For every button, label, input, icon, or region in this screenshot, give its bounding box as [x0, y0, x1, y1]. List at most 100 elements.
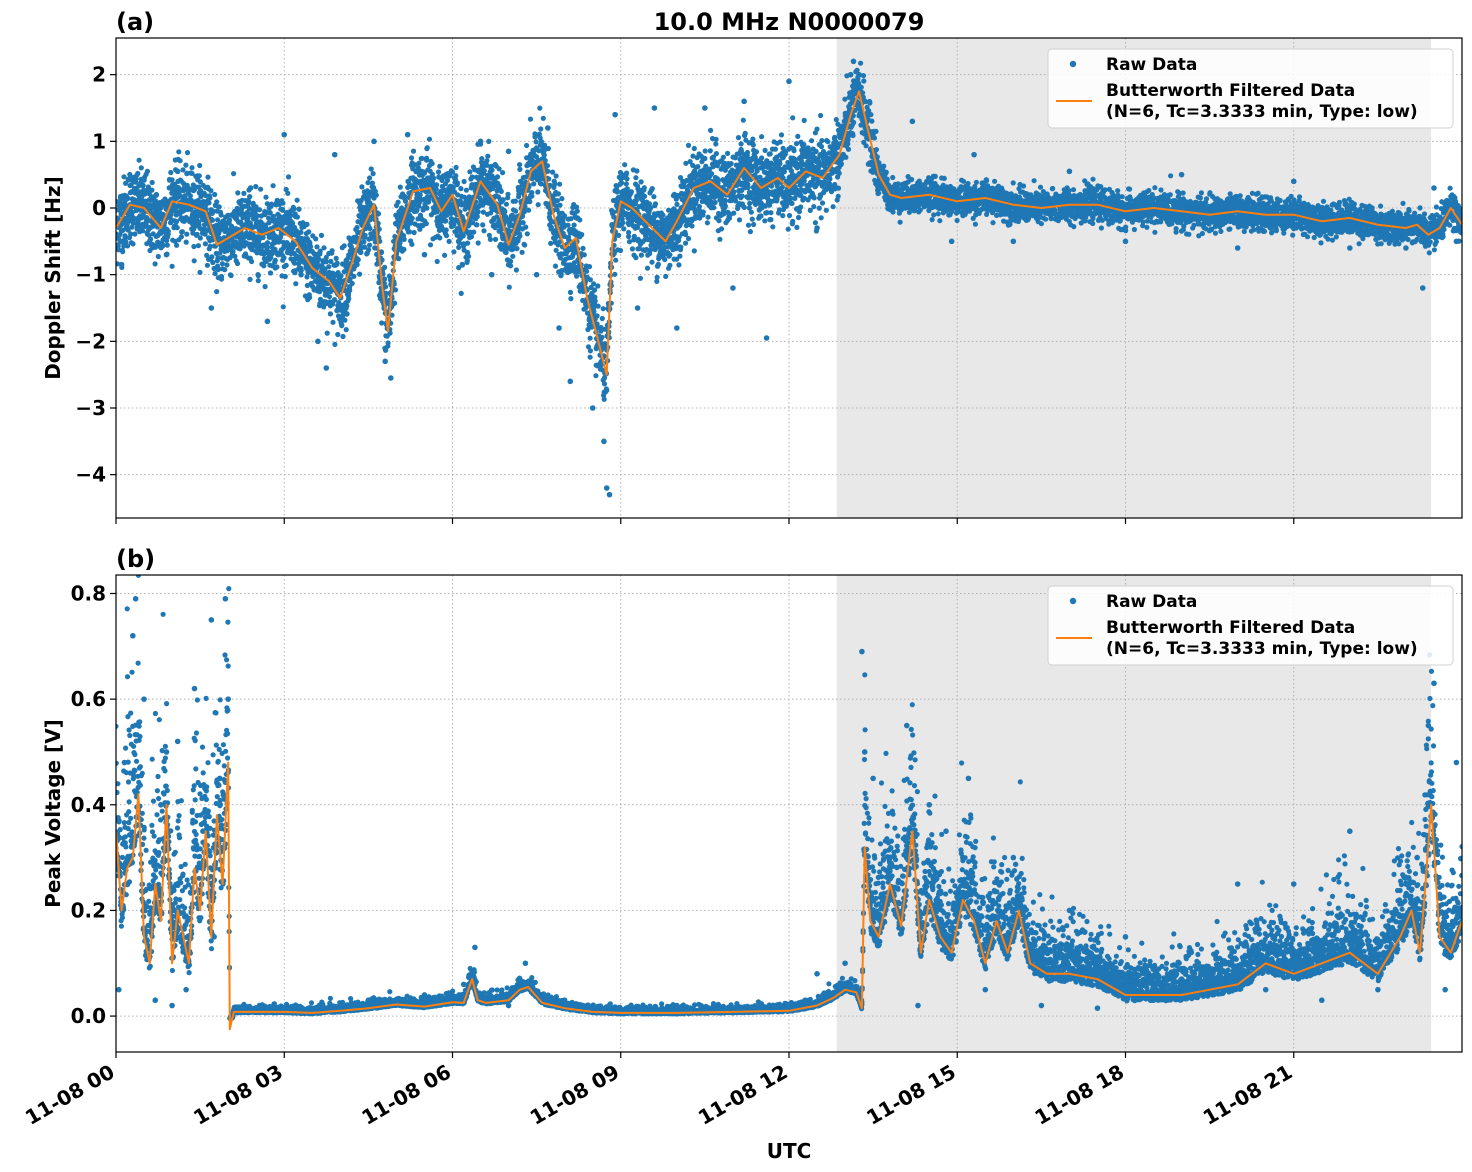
- raw-data-point: [195, 243, 201, 249]
- raw-data-point: [825, 139, 831, 145]
- raw-data-point: [285, 174, 292, 180]
- raw-data-point: [189, 165, 195, 171]
- raw-data-point: [538, 126, 544, 132]
- raw-data-point: [138, 165, 144, 171]
- raw-data-point: [431, 175, 437, 181]
- raw-data-point: [272, 246, 278, 252]
- raw-data-point: [341, 243, 347, 249]
- raw-data-point: [465, 240, 471, 246]
- raw-data-point: [618, 180, 625, 186]
- raw-data-point: [129, 210, 135, 216]
- raw-data-point: [599, 315, 605, 322]
- raw-data-point: [434, 182, 440, 188]
- raw-data-point: [835, 193, 841, 199]
- raw-data-point: [745, 222, 752, 228]
- raw-data-point: [711, 205, 717, 211]
- raw-data-point: [519, 249, 525, 255]
- raw-data-point: [705, 214, 711, 220]
- raw-data-point: [177, 193, 183, 199]
- raw-data-point: [881, 163, 887, 169]
- raw-data-point: [397, 184, 403, 190]
- raw-data-point: [235, 190, 241, 196]
- raw-data-point: [456, 244, 462, 250]
- raw-data-point: [667, 262, 673, 268]
- raw-data-point: [451, 249, 457, 255]
- raw-data-point: [215, 266, 221, 273]
- raw-data-point: [187, 193, 193, 199]
- raw-data-point: [123, 239, 129, 245]
- raw-data-point: [571, 222, 577, 228]
- raw-data-point: [272, 257, 278, 263]
- raw-data-point: [660, 212, 666, 218]
- raw-data-point: [735, 135, 742, 141]
- raw-data-point: [587, 354, 593, 360]
- raw-data-point: [361, 239, 367, 245]
- raw-data-point: [709, 171, 715, 177]
- raw-data-point: [216, 204, 222, 210]
- raw-data-point: [304, 221, 310, 227]
- raw-data-point: [890, 209, 896, 215]
- raw-data-point: [616, 232, 622, 238]
- raw-data-point: [373, 192, 379, 198]
- raw-data-point: [655, 261, 662, 267]
- raw-data-point: [634, 168, 640, 174]
- raw-data-point: [298, 267, 304, 273]
- raw-data-point: [494, 174, 501, 180]
- raw-data-point: [595, 303, 601, 309]
- raw-data-point: [728, 161, 734, 167]
- raw-data-point: [789, 200, 795, 206]
- raw-data-point: [475, 240, 481, 246]
- raw-data-point: [508, 263, 514, 269]
- raw-data-point: [228, 272, 234, 279]
- raw-data-point: [791, 148, 797, 154]
- raw-data-point: [811, 195, 817, 201]
- raw-data-point: [557, 181, 563, 187]
- raw-data-point: [707, 148, 713, 154]
- raw-data-point: [426, 136, 433, 142]
- raw-data-point: [624, 176, 630, 182]
- raw-data-point: [502, 209, 508, 215]
- raw-data-point: [273, 233, 279, 239]
- raw-data-point: [392, 287, 399, 293]
- raw-data-point: [702, 155, 708, 162]
- raw-data-point: [832, 134, 838, 140]
- raw-data-point: [695, 164, 701, 170]
- raw-data-point: [253, 184, 259, 190]
- raw-data-point: [691, 145, 697, 152]
- raw-data-point: [685, 236, 692, 242]
- raw-data-point: [628, 189, 635, 195]
- raw-data-point: [550, 169, 556, 175]
- raw-data-point: [700, 209, 706, 215]
- raw-data-point: [346, 296, 352, 302]
- raw-data-point: [537, 105, 543, 111]
- raw-data-point: [712, 199, 718, 206]
- raw-data-point: [617, 247, 624, 254]
- raw-data-point: [332, 297, 338, 303]
- raw-data-point: [382, 276, 388, 282]
- raw-data-point: [818, 112, 824, 119]
- raw-data-point: [580, 245, 586, 251]
- raw-data-point: [777, 161, 783, 167]
- raw-data-point: [833, 117, 839, 123]
- raw-data-point: [357, 271, 363, 277]
- raw-data-point: [179, 229, 185, 235]
- raw-data-point: [677, 253, 683, 259]
- raw-data-point: [652, 201, 659, 207]
- raw-data-point: [339, 322, 345, 328]
- raw-data-point: [454, 180, 460, 186]
- raw-data-point: [214, 199, 220, 205]
- raw-data-point: [751, 221, 757, 228]
- raw-data-point: [678, 244, 684, 250]
- raw-data-point: [266, 220, 272, 226]
- raw-data-point: [136, 157, 142, 163]
- raw-data-point: [222, 267, 228, 273]
- raw-data-point: [230, 249, 236, 255]
- raw-data-point: [197, 235, 203, 241]
- raw-data-point: [120, 249, 126, 255]
- raw-data-point: [194, 231, 200, 237]
- raw-data-point: [254, 213, 260, 219]
- raw-data-point: [437, 235, 443, 241]
- raw-data-point: [861, 78, 867, 84]
- raw-data-point: [359, 184, 365, 190]
- raw-data-point: [790, 218, 796, 224]
